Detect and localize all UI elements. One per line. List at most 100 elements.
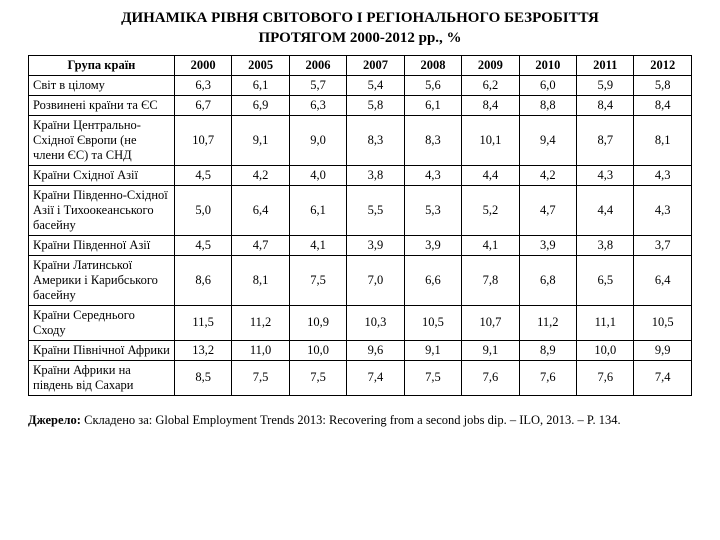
table-row: Країни Латинської Америки і Карибського … (29, 255, 692, 305)
cell: 8,9 (519, 340, 576, 360)
row-label: Країни Центрально-Східної Європи (не чле… (29, 115, 175, 165)
unemployment-table: Група країн 2000 2005 2006 2007 2008 200… (28, 55, 692, 396)
cell: 4,3 (404, 165, 461, 185)
col-2006: 2006 (289, 55, 346, 75)
cell: 8,4 (462, 95, 519, 115)
cell: 10,0 (289, 340, 346, 360)
row-label: Країни Середнього Сходу (29, 305, 175, 340)
col-2011: 2011 (577, 55, 634, 75)
table-row: Країни Південно-Східної Азії і Тихоокеан… (29, 185, 692, 235)
cell: 3,9 (519, 235, 576, 255)
cell: 3,9 (347, 235, 404, 255)
table-row: Країни Південної Азії 4,5 4,7 4,1 3,9 3,… (29, 235, 692, 255)
title-line-1: ДИНАМІКА РІВНЯ СВІТОВОГО І РЕГІОНАЛЬНОГО… (121, 10, 599, 26)
cell: 6,3 (174, 75, 231, 95)
col-2005: 2005 (232, 55, 289, 75)
cell: 10,0 (577, 340, 634, 360)
cell: 4,4 (462, 165, 519, 185)
table-row: Світ в цілому 6,3 6,1 5,7 5,4 5,6 6,2 6,… (29, 75, 692, 95)
cell: 6,4 (232, 185, 289, 235)
cell: 4,7 (519, 185, 576, 235)
cell: 8,5 (174, 360, 231, 395)
col-2007: 2007 (347, 55, 404, 75)
row-label: Країни Латинської Америки і Карибського … (29, 255, 175, 305)
cell: 4,2 (519, 165, 576, 185)
cell: 4,7 (232, 235, 289, 255)
cell: 8,7 (577, 115, 634, 165)
cell: 6,1 (289, 185, 346, 235)
cell: 6,6 (404, 255, 461, 305)
cell: 5,8 (347, 95, 404, 115)
source-text: Складено за: Global Employment Trends 20… (81, 413, 621, 427)
col-2012: 2012 (634, 55, 692, 75)
cell: 8,8 (519, 95, 576, 115)
cell: 11,0 (232, 340, 289, 360)
col-2008: 2008 (404, 55, 461, 75)
table-row: Країни Східної Азії 4,5 4,2 4,0 3,8 4,3 … (29, 165, 692, 185)
cell: 6,8 (519, 255, 576, 305)
cell: 5,8 (634, 75, 692, 95)
cell: 6,1 (232, 75, 289, 95)
cell: 8,6 (174, 255, 231, 305)
cell: 6,2 (462, 75, 519, 95)
cell: 6,0 (519, 75, 576, 95)
cell: 5,3 (404, 185, 461, 235)
cell: 3,9 (404, 235, 461, 255)
cell: 10,9 (289, 305, 346, 340)
cell: 4,1 (462, 235, 519, 255)
row-label: Країни Північної Африки (29, 340, 175, 360)
table-row: Країни Середнього Сходу 11,5 11,2 10,9 1… (29, 305, 692, 340)
cell: 6,9 (232, 95, 289, 115)
cell: 7,5 (404, 360, 461, 395)
cell: 7,5 (289, 360, 346, 395)
cell: 7,6 (462, 360, 519, 395)
cell: 4,5 (174, 165, 231, 185)
source-label: Джерело: (28, 413, 81, 427)
cell: 5,6 (404, 75, 461, 95)
cell: 7,5 (289, 255, 346, 305)
table-body: Світ в цілому 6,3 6,1 5,7 5,4 5,6 6,2 6,… (29, 75, 692, 395)
cell: 9,1 (232, 115, 289, 165)
cell: 6,5 (577, 255, 634, 305)
cell: 11,2 (232, 305, 289, 340)
cell: 9,4 (519, 115, 576, 165)
cell: 7,4 (347, 360, 404, 395)
cell: 10,1 (462, 115, 519, 165)
cell: 7,0 (347, 255, 404, 305)
row-label: Країни Південної Азії (29, 235, 175, 255)
cell: 9,0 (289, 115, 346, 165)
title-line-2: ПРОТЯГОМ 2000-2012 рр., % (258, 30, 461, 46)
row-label: Світ в цілому (29, 75, 175, 95)
cell: 5,0 (174, 185, 231, 235)
cell: 5,7 (289, 75, 346, 95)
cell: 6,4 (634, 255, 692, 305)
cell: 6,3 (289, 95, 346, 115)
cell: 10,7 (462, 305, 519, 340)
cell: 10,3 (347, 305, 404, 340)
cell: 6,7 (174, 95, 231, 115)
table-row: Країни Африки на південь від Сахари 8,5 … (29, 360, 692, 395)
cell: 8,4 (577, 95, 634, 115)
cell: 11,1 (577, 305, 634, 340)
cell: 5,5 (347, 185, 404, 235)
cell: 11,5 (174, 305, 231, 340)
col-group: Група країн (29, 55, 175, 75)
cell: 9,9 (634, 340, 692, 360)
cell: 4,1 (289, 235, 346, 255)
cell: 7,6 (519, 360, 576, 395)
cell: 3,8 (577, 235, 634, 255)
cell: 5,2 (462, 185, 519, 235)
cell: 8,3 (347, 115, 404, 165)
row-label: Країни Африки на південь від Сахари (29, 360, 175, 395)
row-label: Країни Східної Азії (29, 165, 175, 185)
cell: 7,5 (232, 360, 289, 395)
cell: 9,1 (404, 340, 461, 360)
cell: 4,3 (634, 185, 692, 235)
cell: 9,6 (347, 340, 404, 360)
cell: 6,1 (404, 95, 461, 115)
row-label: Країни Південно-Східної Азії і Тихоокеан… (29, 185, 175, 235)
cell: 7,4 (634, 360, 692, 395)
cell: 10,5 (634, 305, 692, 340)
cell: 9,1 (462, 340, 519, 360)
cell: 11,2 (519, 305, 576, 340)
